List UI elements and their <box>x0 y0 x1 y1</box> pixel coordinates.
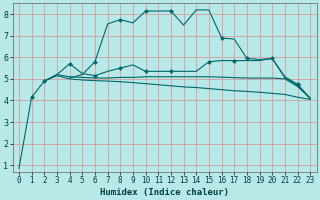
X-axis label: Humidex (Indice chaleur): Humidex (Indice chaleur) <box>100 188 229 197</box>
